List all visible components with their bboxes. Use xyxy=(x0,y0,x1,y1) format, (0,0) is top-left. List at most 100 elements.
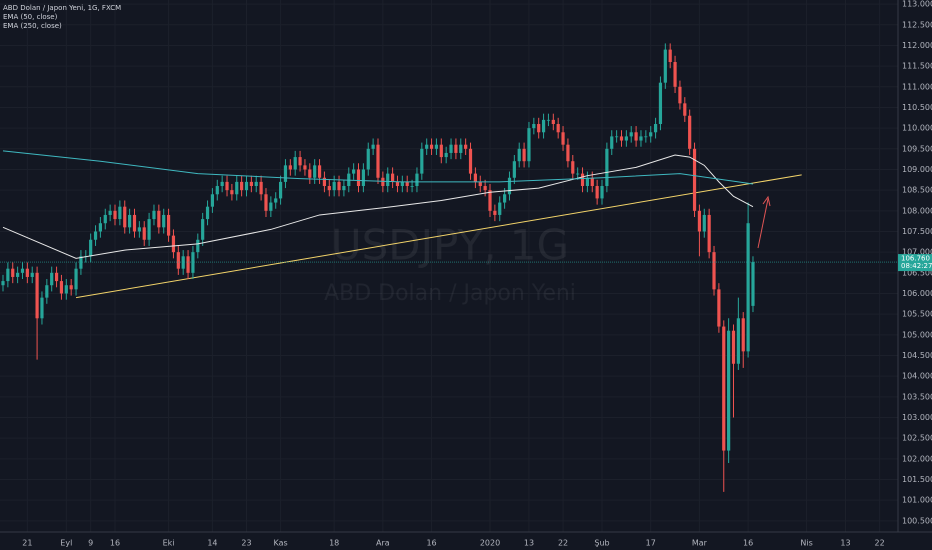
candle-body xyxy=(89,239,93,257)
x-tick-label: Ara xyxy=(376,539,390,548)
x-tick-label: 9 xyxy=(88,539,93,548)
x-tick-label: 16 xyxy=(426,539,436,548)
candle-body xyxy=(220,181,224,187)
candle-body xyxy=(580,173,585,187)
candle-body xyxy=(551,119,555,125)
candle-body xyxy=(386,173,390,187)
candle-body xyxy=(658,82,663,125)
plot xyxy=(0,43,898,492)
candle-body xyxy=(459,144,463,153)
candle-body xyxy=(93,231,98,240)
candle-body xyxy=(702,214,706,232)
candle-body xyxy=(205,206,210,220)
candle-body xyxy=(30,272,34,277)
candle-body xyxy=(171,235,176,253)
candle-body xyxy=(692,148,697,211)
y-tick-label: 101.000 xyxy=(902,496,932,505)
y-tick-label: 105.000 xyxy=(902,330,932,339)
y-tick-label: 102.000 xyxy=(902,454,932,463)
candle-body xyxy=(25,268,29,277)
arrow xyxy=(757,195,771,249)
y-tick-label: 104.000 xyxy=(902,372,932,381)
candle-body xyxy=(254,181,258,187)
candle-body xyxy=(240,181,244,191)
candle-body xyxy=(162,214,166,228)
candle-body xyxy=(371,144,375,149)
x-tick-label: Şub xyxy=(594,539,609,548)
candle-body xyxy=(196,239,200,253)
candle-body xyxy=(361,169,365,187)
candle-body xyxy=(717,289,721,327)
candle-body xyxy=(6,268,10,282)
y-tick-label: 112.000 xyxy=(902,41,932,50)
x-tick-label: 13 xyxy=(524,539,534,548)
candle-body xyxy=(303,165,307,170)
candle-body xyxy=(278,181,283,199)
candle-body xyxy=(722,326,726,451)
candle-body xyxy=(225,181,229,191)
candle-body xyxy=(566,144,570,162)
candle-body xyxy=(249,181,253,187)
candle-body xyxy=(123,206,127,228)
candle-body xyxy=(683,103,687,116)
candle-body xyxy=(688,115,692,149)
candle-body xyxy=(468,148,473,174)
y-tick-label: 110.500 xyxy=(902,103,932,112)
watermark: USDJPY, 1G xyxy=(331,221,569,270)
candle-body xyxy=(332,181,336,191)
y-tick-label: 111.000 xyxy=(902,82,932,91)
candle-body xyxy=(546,119,551,121)
candle-body xyxy=(629,132,633,137)
y-tick-label: 105.500 xyxy=(902,310,932,319)
candle-body xyxy=(20,268,25,273)
candle-body xyxy=(454,144,458,153)
candle-body xyxy=(342,186,346,191)
candle-body xyxy=(391,173,395,182)
candle-body xyxy=(697,210,702,232)
candle-body xyxy=(663,49,667,83)
candle-body xyxy=(113,210,117,220)
candle-body xyxy=(595,186,599,199)
x-tick-label: 18 xyxy=(329,539,339,548)
y-tick-label: 104.500 xyxy=(902,351,932,360)
y-tick-label: 111.500 xyxy=(902,62,932,71)
price-axis xyxy=(898,0,932,550)
candle-body xyxy=(35,272,39,319)
candle-body xyxy=(152,210,156,220)
y-tick-label: 113.000 xyxy=(902,0,932,9)
candle-body xyxy=(585,177,589,187)
candle-body xyxy=(429,144,434,149)
legend-title: ABD Dolan / Japon Yeni, 1G, FXCM xyxy=(3,4,121,12)
candle-body xyxy=(259,181,263,195)
candle-body xyxy=(488,190,492,211)
watermark-subtitle: ABD Dolan / Japon Yeni xyxy=(324,281,576,306)
candle-body xyxy=(376,144,380,178)
candle-body xyxy=(498,202,502,215)
candle-body xyxy=(288,165,292,170)
x-tick-label: Eki xyxy=(163,539,175,548)
y-tick-label: 106.000 xyxy=(902,289,932,298)
x-tick-label: 13 xyxy=(840,539,850,548)
y-tick-label: 109.000 xyxy=(902,165,932,174)
candle-body xyxy=(649,132,653,137)
candle-body xyxy=(532,124,536,129)
candle-body xyxy=(50,272,54,286)
arrow-line xyxy=(757,198,769,249)
candle-body xyxy=(493,210,497,215)
candle-body xyxy=(478,181,482,187)
candle-body xyxy=(54,272,59,282)
candle-body xyxy=(381,177,385,187)
y-tick-label: 107.500 xyxy=(902,227,932,236)
candle-body xyxy=(176,252,180,269)
candle-body xyxy=(615,136,619,138)
candle-body xyxy=(215,186,219,195)
candle-body xyxy=(274,198,278,203)
candle-body xyxy=(605,148,609,187)
candle-body xyxy=(405,181,409,187)
candle-body xyxy=(668,49,672,63)
x-tick-label: Nis xyxy=(800,539,812,548)
candle-body xyxy=(464,144,468,149)
candle-body xyxy=(69,285,73,290)
candle-body xyxy=(45,285,49,298)
